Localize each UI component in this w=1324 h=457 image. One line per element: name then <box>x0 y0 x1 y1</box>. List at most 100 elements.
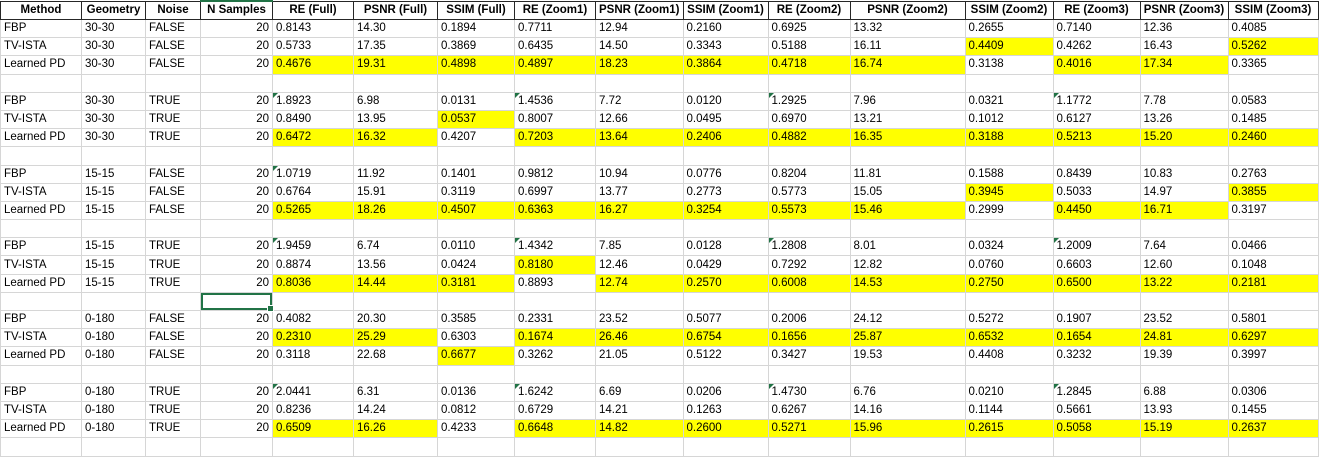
cell-value[interactable]: 15.19 <box>1139 419 1229 439</box>
cell-value[interactable]: 0.3232 <box>1052 346 1141 366</box>
cell-value[interactable]: 0.0206 <box>682 382 769 402</box>
cell-value[interactable]: 15.96 <box>849 419 966 439</box>
cell[interactable] <box>145 364 201 384</box>
cell-n-samples[interactable]: 20 <box>200 255 273 275</box>
cell-value[interactable]: 0.2331 <box>514 309 596 330</box>
cell-value[interactable]: 0.5213 <box>1052 128 1141 148</box>
cell-n-samples[interactable]: 20 <box>200 109 273 130</box>
cell-noise[interactable]: FALSE <box>145 18 201 39</box>
cell-value[interactable]: 0.0583 <box>1227 91 1319 111</box>
column-header-ssim-zoom1[interactable]: SSIM (Zoom1) <box>682 0 769 20</box>
cell-value[interactable]: 0.2460 <box>1227 128 1319 148</box>
cell-noise[interactable]: TRUE <box>145 382 201 402</box>
cell-value[interactable]: 0.8036 <box>272 273 354 293</box>
cell-method[interactable]: Learned PD <box>0 55 82 75</box>
cell-value[interactable]: 0.5661 <box>1052 400 1141 421</box>
cell[interactable] <box>145 73 201 93</box>
cell-value[interactable]: 0.8490 <box>272 109 354 130</box>
cell-noise[interactable]: FALSE <box>145 346 201 366</box>
cell[interactable] <box>1227 73 1319 93</box>
cell-value[interactable]: 1.9459 <box>272 237 354 257</box>
cell[interactable] <box>437 437 515 457</box>
cell[interactable] <box>0 73 82 93</box>
cell[interactable] <box>145 146 201 166</box>
cell-value[interactable]: 12.82 <box>849 255 966 275</box>
cell-noise[interactable]: TRUE <box>145 91 201 111</box>
cell[interactable] <box>145 291 201 312</box>
cell-value[interactable]: 15.05 <box>849 182 966 202</box>
cell-value[interactable]: 0.8143 <box>272 18 354 39</box>
cell-value[interactable]: 0.0324 <box>964 237 1054 257</box>
cell-value[interactable]: 24.12 <box>849 309 966 330</box>
cell-value[interactable]: 0.2406 <box>682 128 769 148</box>
cell[interactable] <box>849 364 966 384</box>
cell-value[interactable]: 0.7203 <box>514 128 596 148</box>
cell[interactable] <box>1139 73 1229 93</box>
cell[interactable] <box>682 364 769 384</box>
cell-method[interactable]: Learned PD <box>0 419 82 439</box>
cell[interactable] <box>81 146 146 166</box>
cell-method[interactable]: FBP <box>0 382 82 402</box>
cell[interactable] <box>964 219 1054 239</box>
cell-value[interactable]: 0.4082 <box>272 309 354 330</box>
cell-method[interactable]: TV-ISTA <box>0 255 82 275</box>
cell-value[interactable]: 0.6648 <box>514 419 596 439</box>
cell-value[interactable]: 0.6297 <box>1227 328 1319 348</box>
cell-value[interactable]: 1.2009 <box>1052 237 1141 257</box>
cell-value[interactable]: 0.5733 <box>272 37 354 57</box>
cell-value[interactable]: 13.22 <box>1139 273 1229 293</box>
cell-value[interactable]: 0.1144 <box>964 400 1054 421</box>
cell-value[interactable]: 1.8923 <box>272 91 354 111</box>
cell-value[interactable]: 0.8007 <box>514 109 596 130</box>
cell-value[interactable]: 13.56 <box>353 255 438 275</box>
cell-n-samples[interactable]: 20 <box>200 91 273 111</box>
cell-n-samples[interactable]: 20 <box>200 55 273 75</box>
cell[interactable] <box>353 73 438 93</box>
cell-value[interactable]: 0.6925 <box>767 18 851 39</box>
cell-value[interactable]: 0.1588 <box>964 164 1054 184</box>
cell[interactable] <box>81 437 146 457</box>
cell[interactable] <box>1052 73 1141 93</box>
cell[interactable] <box>0 219 82 239</box>
column-header-ssim-zoom3[interactable]: SSIM (Zoom3) <box>1227 0 1319 20</box>
cell-value[interactable]: 0.2655 <box>964 18 1054 39</box>
cell[interactable] <box>272 146 354 166</box>
cell-value[interactable]: 1.4536 <box>514 91 596 111</box>
cell-value[interactable]: 0.2181 <box>1227 273 1319 293</box>
cell-value[interactable]: 12.94 <box>595 18 684 39</box>
column-header-n-samples[interactable]: N Samples <box>200 0 273 20</box>
cell[interactable] <box>1052 291 1141 312</box>
cell-value[interactable]: 0.5801 <box>1227 309 1319 330</box>
cell-value[interactable]: 0.2773 <box>682 182 769 202</box>
cell-value[interactable]: 0.4016 <box>1052 55 1141 75</box>
cell[interactable] <box>682 437 769 457</box>
cell[interactable] <box>1052 146 1141 166</box>
cell-value[interactable]: 0.2160 <box>682 18 769 39</box>
cell-value[interactable]: 0.6754 <box>682 328 769 348</box>
cell[interactable] <box>1227 364 1319 384</box>
cell[interactable] <box>1227 437 1319 457</box>
cell-value[interactable]: 0.7140 <box>1052 18 1141 39</box>
cell-geometry[interactable]: 0-180 <box>81 382 146 402</box>
cell-noise[interactable]: TRUE <box>145 273 201 293</box>
cell[interactable] <box>272 437 354 457</box>
cell[interactable] <box>1139 291 1229 312</box>
cell[interactable] <box>200 364 273 384</box>
cell-value[interactable]: 0.5122 <box>682 346 769 366</box>
cell-value[interactable]: 0.4207 <box>437 128 515 148</box>
cell-noise[interactable]: FALSE <box>145 328 201 348</box>
column-header-psnr-zoom3[interactable]: PSNR (Zoom3) <box>1139 0 1229 20</box>
cell-geometry[interactable]: 0-180 <box>81 419 146 439</box>
cell-method[interactable]: Learned PD <box>0 200 82 221</box>
column-header-re-full[interactable]: RE (Full) <box>272 0 354 20</box>
cell-value[interactable]: 0.0429 <box>682 255 769 275</box>
cell-value[interactable]: 1.2808 <box>767 237 851 257</box>
cell-method[interactable]: TV-ISTA <box>0 328 82 348</box>
cell[interactable] <box>437 364 515 384</box>
cell-value[interactable]: 12.60 <box>1139 255 1229 275</box>
cell-value[interactable]: 0.0812 <box>437 400 515 421</box>
cell-value[interactable]: 16.35 <box>849 128 966 148</box>
cell-value[interactable]: 0.8236 <box>272 400 354 421</box>
cell-n-samples[interactable]: 20 <box>200 37 273 57</box>
cell-value[interactable]: 0.2750 <box>964 273 1054 293</box>
